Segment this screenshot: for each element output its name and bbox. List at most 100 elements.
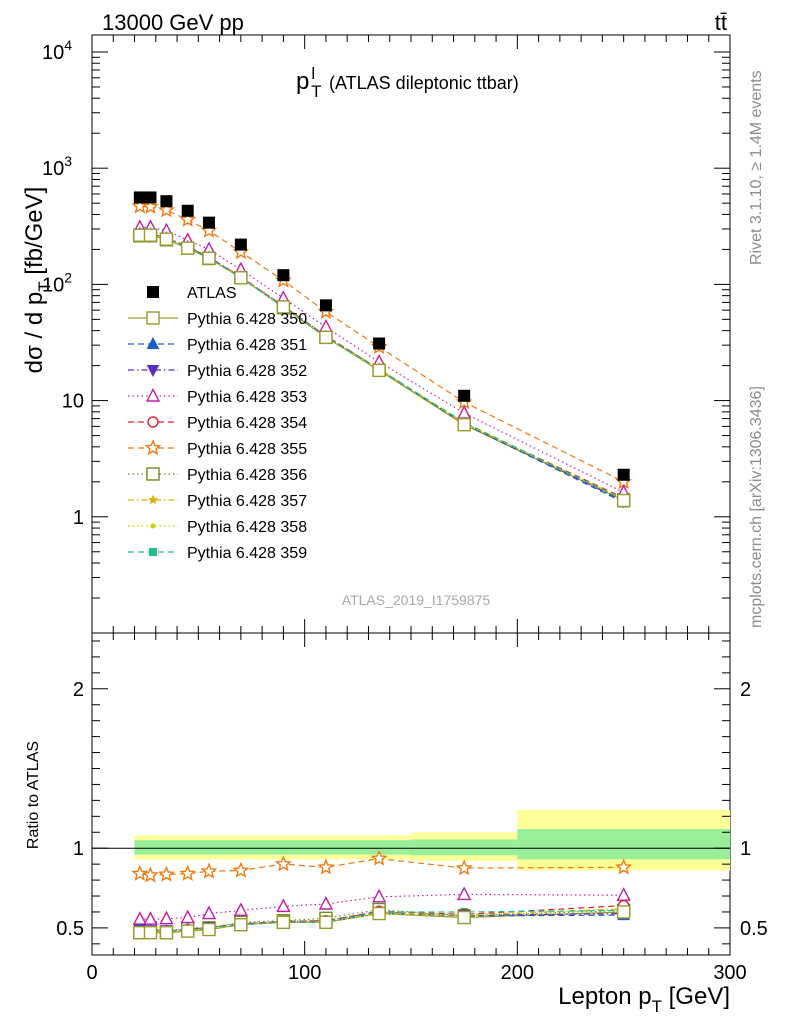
data-point-s0-2 bbox=[160, 195, 173, 208]
data-point-s6-2 bbox=[158, 201, 175, 218]
ratio-ticks: 0.5 0.5 1 1 2 2 0 100 200 300 bbox=[56, 633, 768, 984]
legend-marker-3 bbox=[146, 365, 160, 378]
ratio-point-s5-9 bbox=[455, 859, 473, 876]
ratio-point-s0-5 bbox=[234, 918, 248, 932]
data-point-s1-7 bbox=[319, 330, 333, 345]
data-point-s0-7 bbox=[319, 299, 332, 312]
legend-label-0: ATLAS bbox=[187, 285, 237, 302]
data-point-s1-8 bbox=[372, 363, 386, 378]
analysis-watermark: ATLAS_2019_I1759875 bbox=[342, 592, 491, 608]
ratio-panel: 0.5 0.51 12 20 100 200 300 Ratio to ATLAS Lept… bbox=[25, 632, 768, 1016]
data-point-s0-5 bbox=[234, 238, 247, 251]
ratio-point-s3-4 bbox=[201, 905, 217, 920]
legend-label-5: Pythia 6.428 354 bbox=[187, 415, 307, 432]
legend-marker-2 bbox=[146, 336, 160, 349]
ratio-point-s5-7 bbox=[317, 858, 335, 875]
ratio-point-s5-5 bbox=[232, 861, 250, 878]
data-point-s0-4 bbox=[202, 216, 215, 229]
legend-marker-5 bbox=[147, 416, 159, 428]
ratio-point-s0-7 bbox=[319, 915, 333, 930]
ratio-point-s0-1 bbox=[143, 925, 158, 940]
data-point-s0-3 bbox=[181, 204, 194, 217]
data-point-s6-1 bbox=[142, 197, 159, 214]
svg-text:(ATLAS dileptonic ttbar): (ATLAS dileptonic ttbar) bbox=[329, 73, 519, 93]
ratio-band-green-2 bbox=[517, 829, 730, 860]
data-point-s1-5 bbox=[234, 271, 248, 285]
ratio-point-s5-8 bbox=[370, 849, 388, 866]
legend-label-6: Pythia 6.428 355 bbox=[187, 441, 307, 458]
legend-marker-1 bbox=[146, 311, 160, 325]
header-process: tt̄ bbox=[715, 10, 727, 35]
legend: ATLAS Pythia 6.428 350 Pythia 6.428 351 Pyt… bbox=[128, 285, 307, 562]
ratio-band-green-1 bbox=[411, 839, 518, 856]
data-point-s0-8 bbox=[373, 337, 386, 350]
ratio-ytick-label-right: 2 bbox=[740, 679, 751, 701]
data-point-s1-6 bbox=[276, 300, 291, 314]
main-ylabel: dσ / d pT [fb/GeV] bbox=[21, 187, 54, 374]
ratio-markers bbox=[131, 849, 633, 940]
legend-label-2: Pythia 6.428 351 bbox=[187, 337, 307, 354]
legend-marker-7 bbox=[146, 467, 160, 481]
data-point-s0-6 bbox=[277, 269, 290, 282]
ratio-point-s3-10 bbox=[616, 887, 631, 901]
main-ytick-label: 1 bbox=[73, 507, 84, 529]
data-point-s1-10 bbox=[616, 493, 631, 508]
data-point-s0-1 bbox=[144, 191, 157, 204]
ratio-point-s0-10 bbox=[616, 905, 631, 919]
ratio-ytick-label-left: 0.5 bbox=[56, 918, 84, 940]
data-point-s1-4 bbox=[202, 251, 216, 265]
side-mcplots-label: mcplots.cern.ch [arXiv:1306.3436] bbox=[748, 386, 765, 628]
data-point-s0-0 bbox=[133, 191, 146, 204]
ratio-point-s3-5 bbox=[233, 902, 249, 917]
legend-marker-4 bbox=[145, 387, 161, 402]
legend-label-3: Pythia 6.428 352 bbox=[187, 363, 307, 380]
ratio-band-green-0 bbox=[134, 840, 412, 855]
ratio-point-s0-3 bbox=[180, 924, 195, 938]
legend-marker-0 bbox=[147, 286, 159, 298]
data-point-s1-1 bbox=[143, 228, 158, 242]
legend-marker-9 bbox=[150, 523, 156, 529]
ratio-point-s0-6 bbox=[276, 915, 291, 930]
data-point-s0-10 bbox=[617, 468, 630, 481]
main-ytick-label: 10 bbox=[62, 391, 84, 413]
ratio-xtick-label: 300 bbox=[713, 962, 746, 984]
ratio-point-s0-4 bbox=[202, 922, 216, 937]
ratio-point-s3-2 bbox=[159, 910, 174, 925]
legend-label-7: Pythia 6.428 356 bbox=[187, 467, 307, 484]
ratio-xtick-label: 200 bbox=[501, 962, 534, 984]
data-point-s6-3 bbox=[179, 210, 197, 227]
ratio-xtick-label: 100 bbox=[288, 962, 321, 984]
ratio-point-s5-1 bbox=[142, 866, 159, 883]
ratio-point-s5-3 bbox=[179, 864, 197, 881]
ratio-point-s5-6 bbox=[274, 855, 292, 872]
ratio-ytick-label-left: 2 bbox=[73, 679, 84, 701]
svg-text:dσ / d pT [fb/GeV]: dσ / d pT [fb/GeV] bbox=[21, 187, 54, 374]
legend-label-8: Pythia 6.428 357 bbox=[187, 493, 307, 510]
data-point-s1-3 bbox=[180, 241, 195, 255]
data-point-s1-9 bbox=[457, 418, 471, 432]
side-rivet-label: Rivet 3.1.10, ≥ 1.4M events bbox=[748, 70, 765, 265]
ratio-point-s5-0 bbox=[131, 864, 149, 881]
ratio-point-s5-2 bbox=[158, 865, 175, 882]
legend-marker-6 bbox=[144, 439, 162, 456]
legend-marker-10 bbox=[149, 548, 157, 556]
ratio-point-s5-4 bbox=[200, 862, 218, 879]
ratio-point-s3-8 bbox=[371, 888, 387, 903]
legend-label-9: Pythia 6.428 358 bbox=[187, 519, 307, 536]
ratio-point-s5-10 bbox=[615, 858, 633, 875]
ratio-ytick-label-right: 1 bbox=[740, 838, 751, 860]
ratio-point-s0-2 bbox=[159, 925, 174, 940]
main-markers bbox=[131, 191, 633, 509]
ratio-ytick-label-left: 1 bbox=[73, 838, 84, 860]
ratio-ylabel: Ratio to ATLAS bbox=[25, 741, 42, 849]
ratio-ytick-label-right: 0.5 bbox=[740, 918, 768, 940]
ratio-point-s0-9 bbox=[457, 910, 471, 925]
ratio-point-s3-9 bbox=[457, 886, 472, 901]
legend-label-10: Pythia 6.428 359 bbox=[187, 545, 307, 562]
header-collision: 13000 GeV pp bbox=[102, 10, 244, 35]
series-line-4 bbox=[139, 226, 624, 493]
ratio-point-s3-6 bbox=[276, 898, 291, 913]
